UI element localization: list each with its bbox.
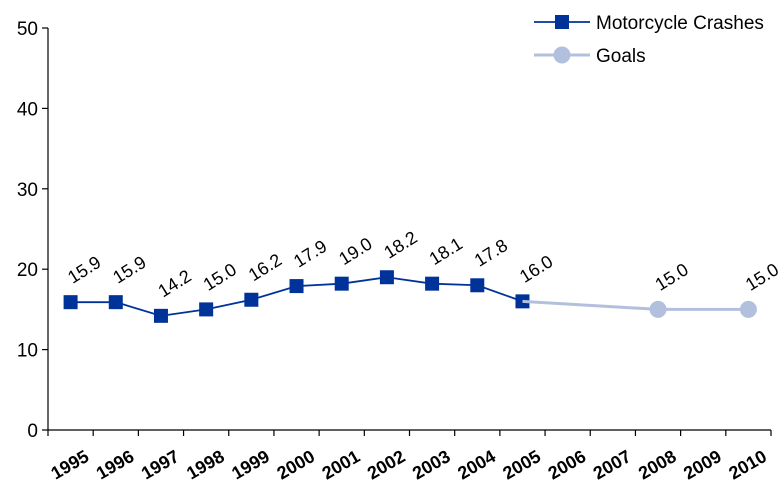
- data-label: 15.9: [64, 252, 104, 288]
- x-tick-label: 2010: [725, 446, 770, 483]
- data-label: 18.2: [380, 227, 420, 263]
- y-tick-label: 20: [17, 260, 38, 281]
- data-label: 16.2: [245, 250, 285, 286]
- data-label: 15.9: [109, 252, 149, 288]
- data-label: 16.0: [516, 251, 556, 287]
- x-tick-label: 2009: [680, 446, 725, 483]
- series-goals: [522, 299, 757, 318]
- x-tick-label: 2000: [273, 446, 318, 483]
- data-point-marker: [153, 308, 168, 323]
- data-point-marker: [334, 276, 349, 291]
- legend-square-icon: [555, 15, 569, 29]
- series-motorcycle-crashes: [63, 270, 530, 323]
- x-tick-label: 1997: [138, 446, 183, 483]
- legend-label: Goals: [596, 46, 646, 67]
- data-label: 17.8: [471, 235, 511, 271]
- legend-item: Goals: [534, 46, 646, 67]
- data-point-marker: [244, 292, 259, 307]
- data-point-marker: [379, 270, 394, 285]
- x-tick-label: 2007: [590, 446, 635, 483]
- x-tick-label: 2003: [409, 446, 454, 483]
- data-label: 15.0: [742, 259, 779, 295]
- x-tick-label: 1998: [183, 446, 228, 483]
- x-tick-label: 2005: [499, 446, 544, 483]
- data-point-marker: [63, 295, 78, 310]
- x-tick-label: 2006: [545, 446, 590, 483]
- data-label: 14.2: [154, 266, 194, 302]
- data-label: 15.0: [652, 259, 692, 295]
- y-tick-label: 30: [17, 180, 38, 201]
- data-point-marker: [425, 276, 440, 291]
- data-point-marker: [649, 300, 667, 318]
- data-labels: 15.9 15.9 14.2 15.0 16.2 17.9 19.0 18.2 18.1 17.8…: [64, 227, 779, 301]
- y-tick-label: 10: [17, 341, 38, 362]
- y-tick-label: 50: [17, 19, 38, 40]
- series-layer: [63, 270, 757, 323]
- data-point-marker: [289, 279, 304, 294]
- data-point-marker: [108, 295, 123, 310]
- data-point-marker: [199, 302, 214, 317]
- x-tick-label: 2002: [364, 446, 409, 483]
- x-tick-label: 2001: [319, 446, 364, 483]
- data-point-marker: [470, 278, 485, 293]
- legend-circle-icon: [553, 46, 571, 64]
- x-tick-label: 2004: [454, 446, 499, 483]
- x-tick-label: 1999: [228, 446, 273, 483]
- y-tick-label: 0: [27, 421, 38, 442]
- data-point-marker: [739, 300, 757, 318]
- x-tick-label: 2008: [635, 446, 680, 483]
- x-tick-label: 1996: [93, 446, 138, 483]
- data-label: 19.0: [335, 234, 375, 270]
- y-tick-label: 40: [17, 99, 38, 120]
- data-label: 17.9: [290, 236, 330, 272]
- y-axis-ticks: 0 10 20 30 40 50: [17, 19, 48, 442]
- data-label: 15.0: [200, 259, 240, 295]
- series-line: [522, 299, 749, 311]
- legend-item: Motorcycle Crashes: [534, 13, 764, 34]
- legend-label: Motorcycle Crashes: [596, 13, 764, 34]
- data-label: 18.1: [426, 234, 466, 270]
- x-tick-label: 1995: [48, 446, 93, 483]
- x-axis-ticks: 1995 1996 1997 1998 1999 2000 2001 2002 2003 2004…: [47, 430, 772, 483]
- legend: Motorcycle Crashes Goals: [534, 13, 764, 67]
